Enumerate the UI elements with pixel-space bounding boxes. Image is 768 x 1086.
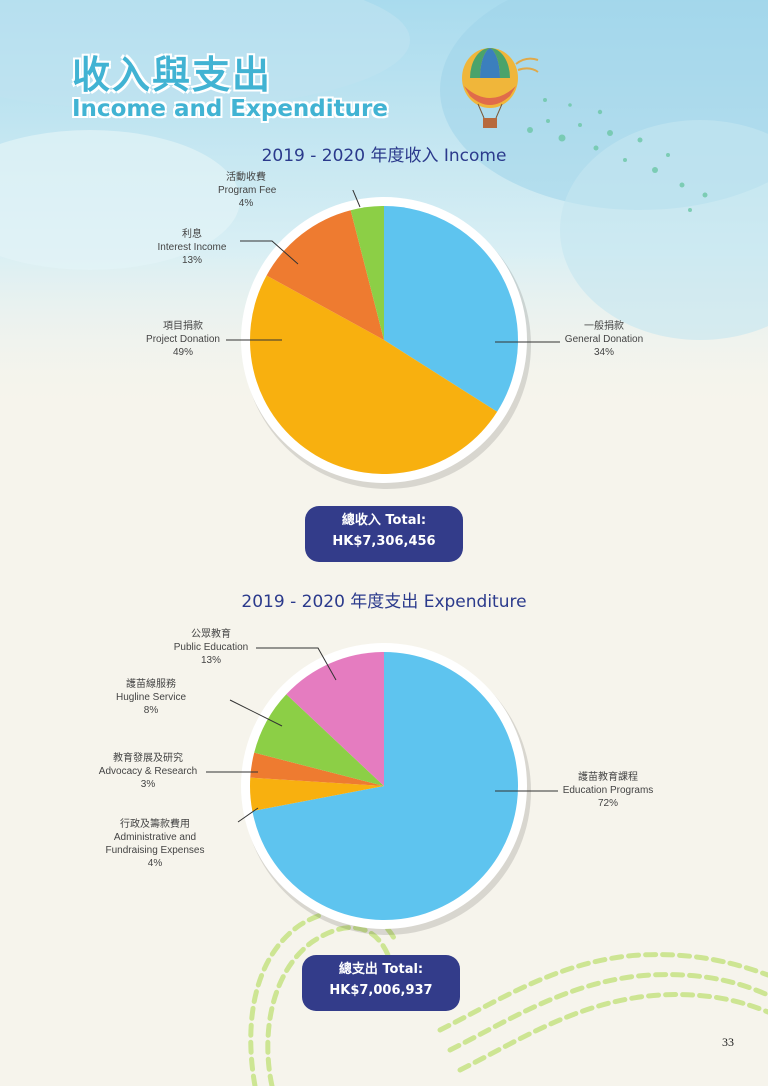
expenditure-label-education-programs: 護苗教育課程 Education Programs 72%	[558, 771, 658, 810]
income-label-project-donation: 項目捐款 Project Donation 49%	[140, 320, 226, 359]
page-heading: 收入與支出 Income and Expenditure	[72, 55, 388, 123]
expenditure-total-label: 總支出 Total:	[338, 962, 424, 977]
expenditure-label-advocacy-research: 教育發展及研究 Advocacy & Research 3%	[92, 752, 204, 791]
pie-slice-general-donation	[384, 206, 518, 412]
expenditure-label-public-education: 公眾教育 Public Education 13%	[166, 628, 256, 667]
pie-slice-interest-income	[266, 210, 384, 340]
slice-name-zh: 行政及籌款費用	[120, 819, 190, 830]
hot-air-balloon-icon	[462, 48, 539, 128]
leader-line	[237, 807, 259, 823]
slice-percent: 72%	[597, 798, 618, 809]
slice-percent: 34%	[593, 347, 614, 358]
income-label-general-donation: 一般捐款 General Donation 34%	[560, 320, 648, 359]
slice-name-en: Project Donation	[146, 334, 220, 345]
expenditure-label-administrative: 行政及籌款費用 Administrative and Fundraising E…	[72, 818, 238, 870]
pie-slice-program-fee	[350, 206, 384, 340]
leader-line	[240, 240, 299, 265]
pie-slice-project-donation	[249, 275, 498, 475]
expenditure-chart-title: 2019 - 2020 年度支出 Expenditure	[241, 592, 527, 612]
slice-percent: 4%	[147, 858, 163, 869]
slice-percent: 49%	[172, 347, 193, 358]
pie-slice-education-programs	[252, 652, 518, 920]
slice-name-zh: 護苗線服務	[126, 679, 176, 690]
income-label-program-fee: 活動收費 Program Fee 4%	[218, 171, 277, 210]
slice-percent: 4%	[238, 198, 254, 209]
expenditure-total-value: HK$7,006,937	[329, 983, 433, 998]
slice-name-en: Administrative and Fundraising Expenses	[105, 832, 205, 856]
leader-line	[229, 699, 283, 727]
slice-name-zh: 一般捐款	[584, 321, 624, 332]
expenditure-label-hugline-service: 護苗線服務 Hugline Service 8%	[108, 678, 194, 717]
expenditure-total-box: 總支出 Total: HK$7,006,937	[302, 955, 460, 1011]
income-label-interest-income: 利息 Interest Income 13%	[152, 228, 232, 267]
slice-percent: 8%	[143, 705, 159, 716]
slice-percent: 3%	[140, 779, 156, 790]
slice-name-en: Interest Income	[157, 242, 227, 253]
income-total-value: HK$7,306,456	[332, 534, 436, 549]
slice-percent: 13%	[181, 255, 202, 266]
income-chart-title: 2019 - 2020 年度收入 Income	[261, 146, 507, 166]
slice-percent: 13%	[200, 655, 221, 666]
leader-line	[352, 190, 361, 208]
slice-name-en: Advocacy & Research	[98, 766, 198, 777]
page-number: 33	[722, 1035, 734, 1049]
income-total-label: 總收入 Total:	[341, 513, 427, 528]
slice-name-en: Public Education	[173, 642, 249, 653]
leader-line	[256, 647, 337, 681]
slice-name-en: Hugline Service	[115, 692, 187, 703]
pie-slice-administrative-and-fundraising-expenses	[249, 777, 384, 812]
heading-title-zh: 收入與支出	[72, 53, 273, 97]
slice-name-zh: 護苗教育課程	[578, 772, 638, 783]
pie-slice-public-education	[286, 652, 384, 786]
slice-name-en: Program Fee	[218, 185, 277, 196]
pie-slice-advocacy-research	[250, 752, 384, 786]
expenditure-pie-chart	[206, 643, 558, 935]
slice-name-zh: 教育發展及研究	[113, 753, 183, 764]
slice-name-zh: 利息	[182, 229, 202, 240]
pie-slice-hugline-service	[254, 694, 384, 786]
slice-name-en: Education Programs	[562, 785, 654, 796]
slice-name-zh: 公眾教育	[191, 629, 231, 640]
slice-name-zh: 項目捐款	[163, 321, 203, 332]
heading-title-en: Income and Expenditure	[72, 96, 388, 122]
slice-name-zh: 活動收費	[226, 172, 266, 183]
slice-name-en: General Donation	[564, 334, 644, 345]
income-total-box: 總收入 Total: HK$7,306,456	[305, 506, 463, 562]
income-pie-chart	[226, 190, 560, 489]
